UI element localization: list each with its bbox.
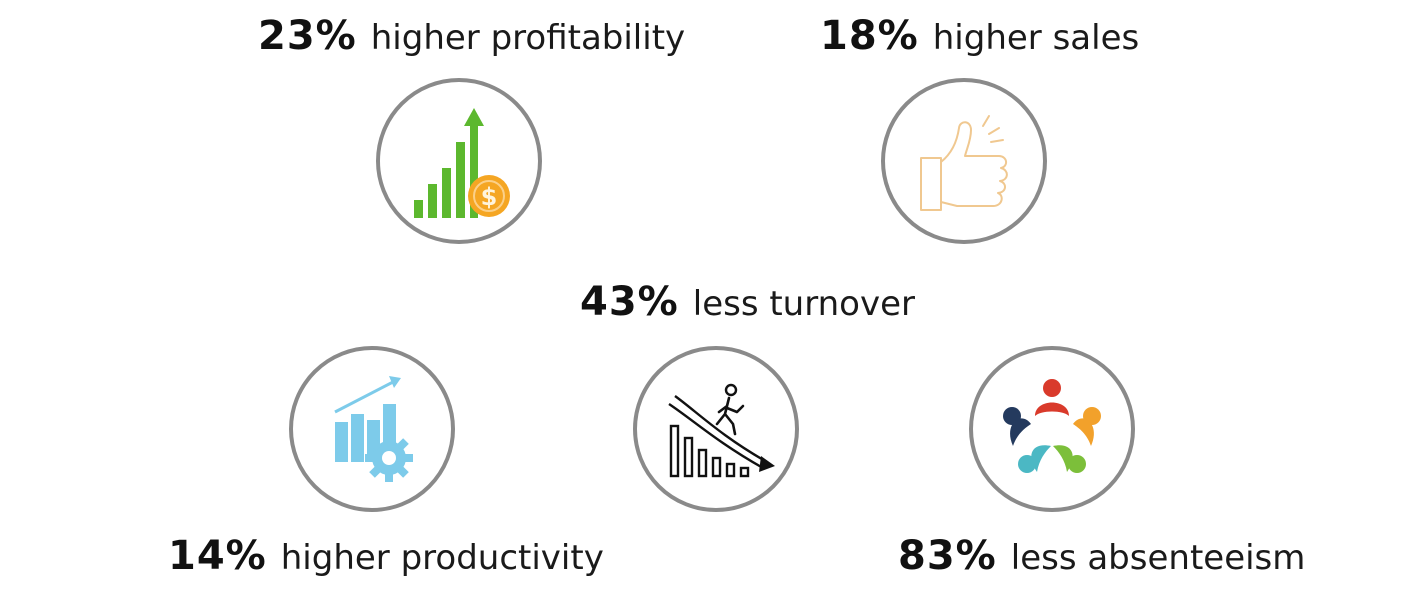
declining-chart-person-icon (668, 383, 775, 478)
thumbs-up-icon (920, 115, 1008, 211)
stat-absenteeism: 83% less absenteeism (898, 536, 1305, 576)
turnover-label: less turnover (692, 284, 915, 324)
absenteeism-percent: 83% (898, 533, 997, 579)
svg-text:$: $ (481, 183, 498, 211)
sales-circle (881, 78, 1047, 244)
stat-sales: 18% higher sales (820, 16, 1139, 56)
turnover-circle (633, 346, 799, 512)
team-circle-icon (1003, 379, 1101, 473)
profitability-percent: 23% (258, 13, 357, 59)
absenteeism-circle (969, 346, 1135, 512)
stat-turnover: 43% less turnover (580, 282, 915, 322)
sales-percent: 18% (820, 13, 919, 59)
productivity-percent: 14% (168, 533, 267, 579)
stat-productivity: 14% higher productivity (168, 536, 604, 576)
productivity-label: higher productivity (280, 538, 604, 578)
stat-profitability: 23% higher profitability (258, 16, 685, 56)
absenteeism-label: less absenteeism (1010, 538, 1306, 578)
sales-label: higher sales (932, 18, 1140, 58)
chart-gear-icon (334, 376, 413, 482)
profitability-label: higher profitability (370, 18, 686, 58)
profitability-circle: $ (376, 78, 542, 244)
turnover-percent: 43% (580, 279, 679, 325)
growth-chart-dollar-icon: $ (414, 108, 510, 218)
productivity-circle (289, 346, 455, 512)
